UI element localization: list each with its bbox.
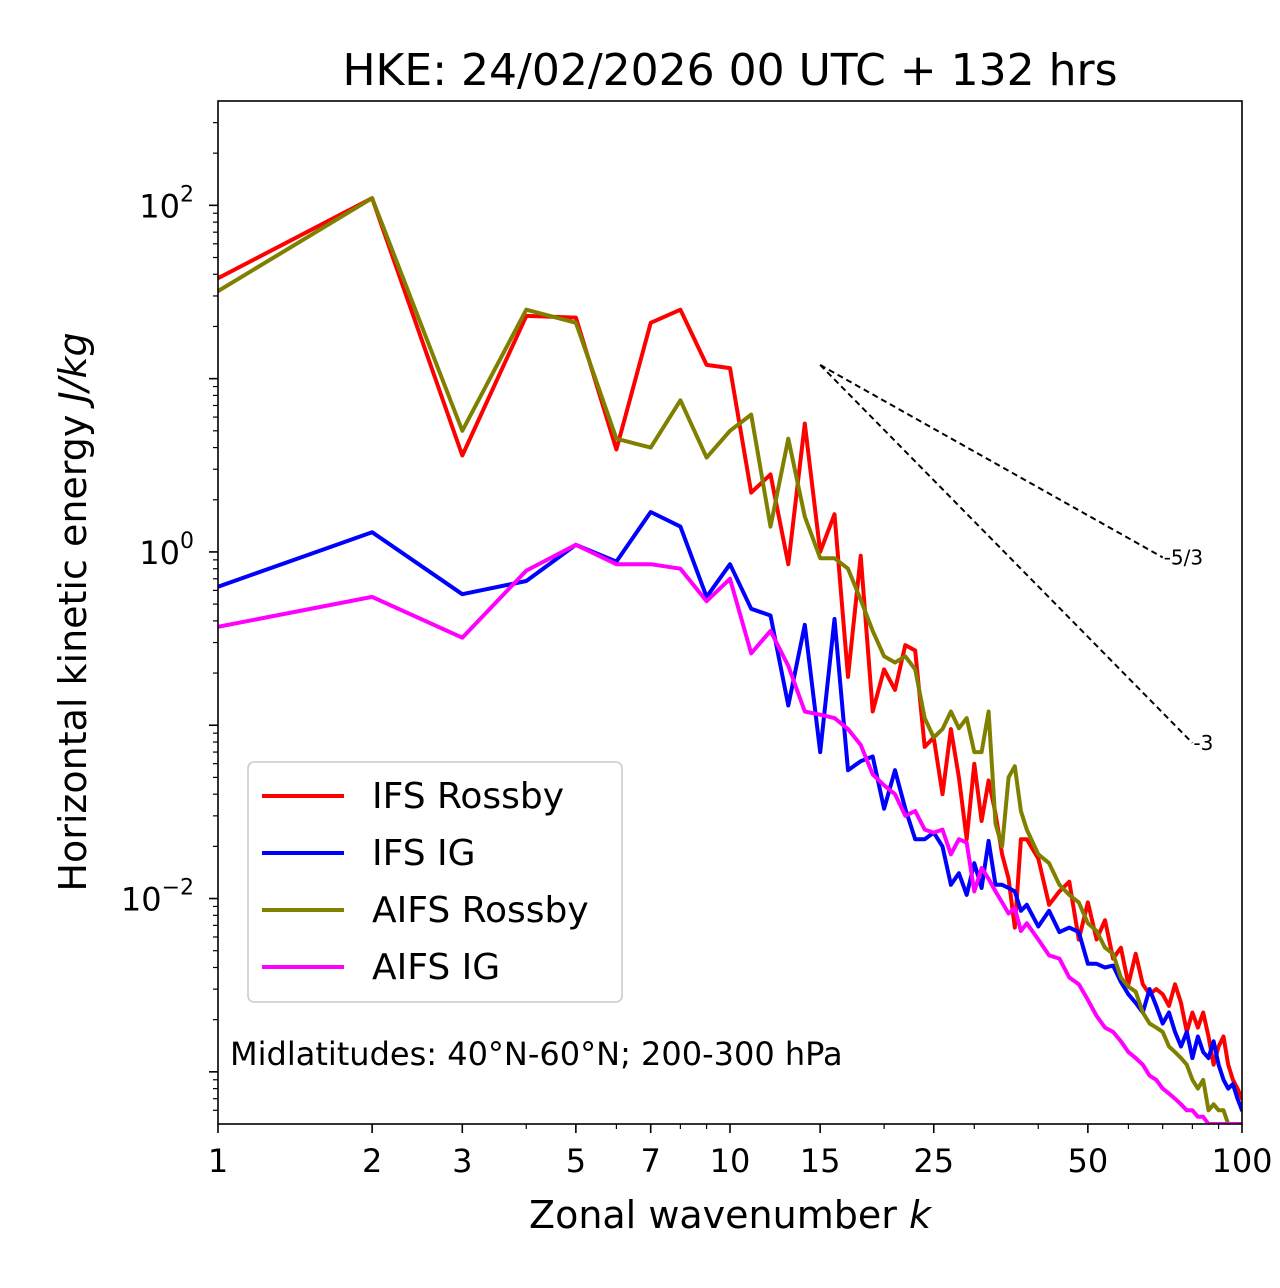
y-axis-label-text: Horizontal kinetic energy [51, 403, 95, 892]
x-tick-label: 10 [710, 1142, 751, 1180]
y-axis-label-unit: J/kg [51, 332, 95, 409]
x-tick-label: 5 [566, 1142, 586, 1180]
x-tick-label: 15 [800, 1142, 841, 1180]
series-layer [218, 196, 1242, 1124]
y-tick-exponent: 0 [180, 529, 194, 554]
reference-lines: -5/3 -3 [819, 364, 1213, 755]
y-tick-base: 10 [121, 881, 162, 919]
y-tick-exponent: 2 [180, 182, 194, 207]
legend: IFS Rossby IFS IG AIFS Rossby AIFS IG [247, 761, 623, 1003]
x-tick-label: 2 [362, 1142, 382, 1180]
x-tick-label: 25 [913, 1142, 954, 1180]
legend-label-aifs-rossby: AIFS Rossby [372, 890, 589, 931]
y-axis-label: Horizontal kinetic energy J/kg [51, 332, 95, 891]
legend-label-aifs-ig: AIFS IG [372, 947, 500, 988]
region-annotation: Midlatitudes: 40°N-60°N; 200-300 hPa [230, 1035, 843, 1073]
x-tick-labels: 1 2 3 5 7 10 15 25 50 100 [208, 1142, 1273, 1180]
series-line-aifs-ig [218, 542, 1242, 1124]
y-tick-label: 100 [139, 529, 194, 572]
legend-box [247, 761, 623, 1003]
y-tick-label: 102 [139, 182, 194, 225]
slope-label-minus-5-3: -5/3 [1164, 545, 1203, 569]
x-tick-label: 100 [1211, 1142, 1272, 1180]
major-ticks [209, 204, 1243, 1133]
chart-title: HKE: 24/02/2026 00 UTC + 132 hrs [342, 45, 1117, 96]
x-axis-label-var: k [909, 1193, 933, 1237]
legend-label-ifs-ig: IFS IG [372, 833, 476, 874]
y-tick-base: 10 [139, 187, 180, 225]
y-tick-label: 10−2 [121, 876, 194, 919]
y-tick-base: 10 [139, 534, 180, 572]
slope-line-minus-3 [819, 364, 1194, 744]
legend-label-ifs-rossby: IFS Rossby [372, 776, 564, 817]
x-tick-label: 1 [208, 1142, 228, 1180]
slope-line-minus-5-3 [819, 364, 1164, 559]
x-tick-label: 50 [1068, 1142, 1109, 1180]
x-tick-label: 7 [641, 1142, 661, 1180]
plot-frame [217, 100, 1243, 1125]
x-axis-label: Zonal wavenumber k [529, 1193, 933, 1237]
x-axis-label-text: Zonal wavenumber [529, 1193, 909, 1237]
x-tick-label: 3 [452, 1142, 472, 1180]
series-line-aifs-rossby [218, 196, 1242, 1124]
slope-label-minus-3: -3 [1193, 731, 1213, 755]
y-tick-exponent: −2 [162, 876, 194, 901]
legend-items: IFS Rossby IFS IG AIFS Rossby AIFS IG [262, 776, 589, 988]
